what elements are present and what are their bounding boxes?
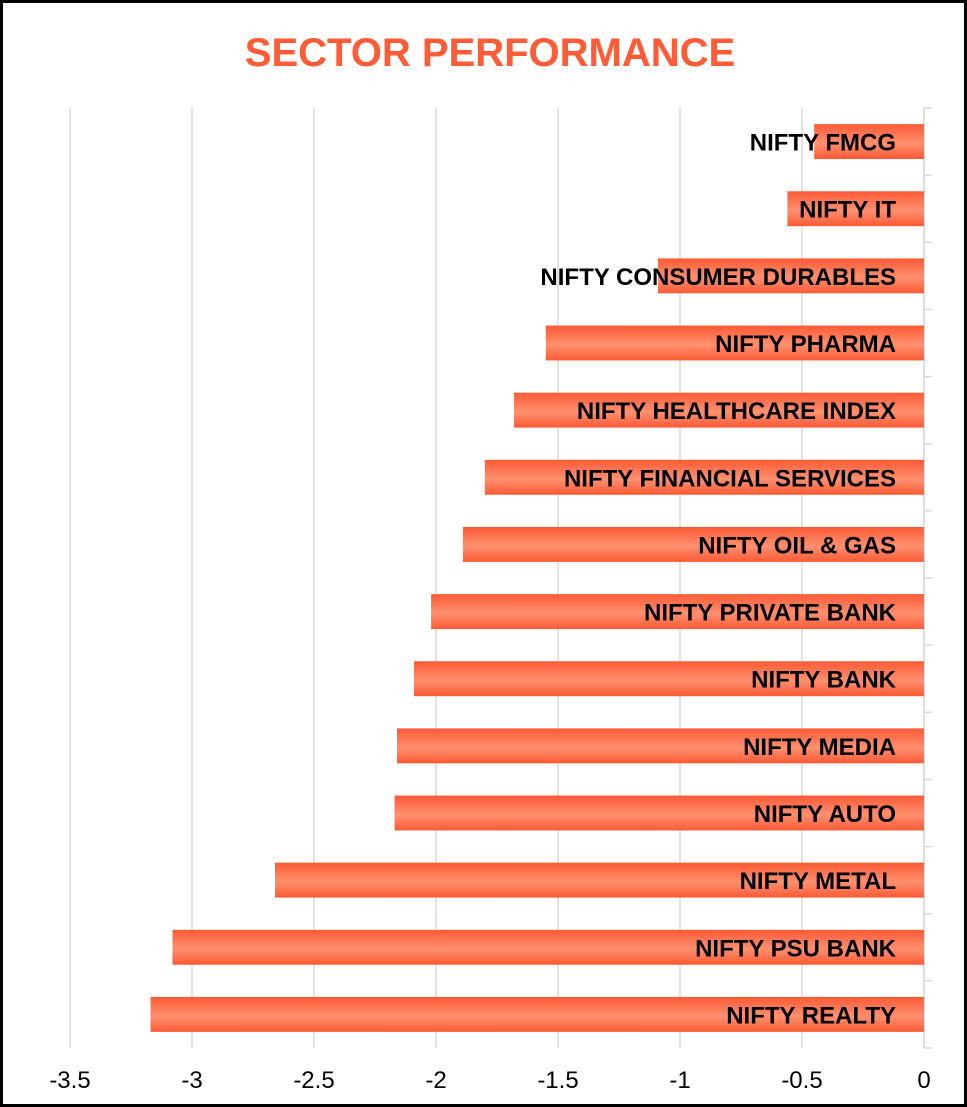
bar-label: NIFTY METAL (740, 868, 896, 895)
bar (814, 124, 924, 160)
gridlines (69, 108, 925, 1048)
bar (150, 996, 924, 1032)
bar-labels: NIFTY FMCG NIFTY IT NIFTY CONSUMER DURABLE… (540, 130, 896, 1030)
x-tick-label: -1.5 (537, 1067, 578, 1094)
bar (431, 594, 924, 630)
bar-label: NIFTY PHARMA (715, 331, 896, 358)
x-tick-label: -2 (425, 1067, 446, 1094)
bar-label: NIFTY HEALTHCARE INDEX (577, 398, 896, 425)
bar-label: NIFTY FINANCIAL SERVICES (564, 465, 896, 492)
bar-label: NIFTY REALTY (726, 1002, 896, 1029)
bar-label: NIFTY AUTO (754, 801, 896, 828)
bars (150, 124, 925, 1032)
bar (787, 191, 924, 227)
bar-label: NIFTY CONSUMER DURABLES (540, 264, 896, 291)
bar-label: NIFTY MEDIA (743, 734, 896, 761)
bar (484, 459, 924, 495)
bar (394, 795, 924, 831)
bar (462, 526, 924, 562)
bar-label: NIFTY PRIVATE BANK (644, 600, 897, 627)
bar-label: NIFTY BANK (751, 667, 897, 694)
bar-label: NIFTY PSU BANK (695, 935, 897, 962)
x-tick-label: 0 (917, 1067, 930, 1094)
bar-label: NIFTY FMCG (750, 130, 896, 157)
bar (396, 728, 925, 764)
x-tick-label: -1 (669, 1067, 690, 1094)
bar-label: NIFTY OIL & GAS (698, 532, 896, 559)
x-tick-label: -3.5 (49, 1067, 90, 1094)
bar (514, 392, 924, 428)
x-tick-label: -0.5 (781, 1067, 822, 1094)
x-tick-label: -2.5 (293, 1067, 334, 1094)
chart-title: SECTOR PERFORMANCE (245, 31, 735, 75)
bar-label: NIFTY IT (799, 197, 896, 224)
bar (414, 661, 924, 697)
bar (274, 862, 925, 898)
bar (658, 258, 924, 294)
x-tick-label: -3 (181, 1067, 202, 1094)
bar (545, 325, 924, 361)
bar (172, 929, 925, 965)
y-axis (923, 107, 932, 1049)
x-axis-tick-labels: -3.5 -3 -2.5 -2 -1.5 -1 -0.5 0 (49, 1067, 930, 1094)
